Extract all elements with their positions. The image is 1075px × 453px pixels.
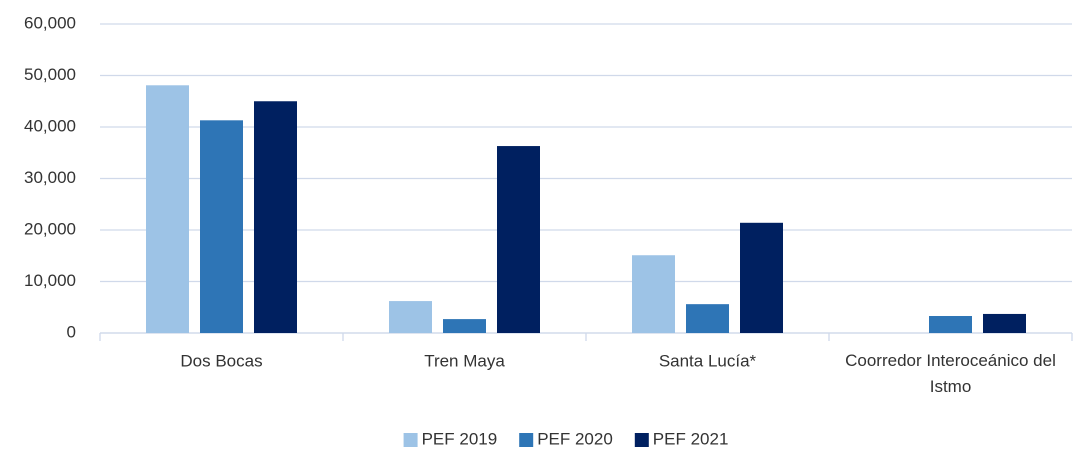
bar: [443, 319, 486, 333]
y-tick-label: 0: [67, 322, 76, 341]
legend-swatch: [403, 433, 418, 447]
x-tick-label: Dos Bocas: [180, 351, 262, 370]
legend-swatch: [519, 433, 534, 447]
bar: [740, 222, 783, 333]
bar: [983, 313, 1026, 333]
legend-label: PEF 2021: [653, 429, 729, 448]
legend-label: PEF 2020: [537, 429, 613, 448]
y-tick-label: 60,000: [24, 13, 76, 32]
x-tick-label: Coorredor Interoceánico del Istmo: [845, 351, 1056, 396]
bar: [254, 101, 297, 333]
legend-swatch: [634, 433, 649, 447]
legend-label: PEF 2019: [422, 429, 498, 448]
y-tick-label: 10,000: [24, 271, 76, 290]
x-tick-label: Santa Lucía*: [659, 351, 757, 370]
bar: [200, 120, 243, 334]
y-tick-label: 30,000: [24, 168, 76, 187]
bar: [389, 301, 432, 333]
bar: [686, 304, 729, 333]
bar: [497, 146, 540, 333]
y-tick-label: 40,000: [24, 116, 76, 135]
bar: [929, 316, 972, 333]
bar: [146, 85, 189, 333]
y-tick-label: 20,000: [24, 219, 76, 238]
x-tick-label: Tren Maya: [424, 351, 505, 370]
y-tick-label: 50,000: [24, 65, 76, 84]
bar: [632, 255, 675, 333]
